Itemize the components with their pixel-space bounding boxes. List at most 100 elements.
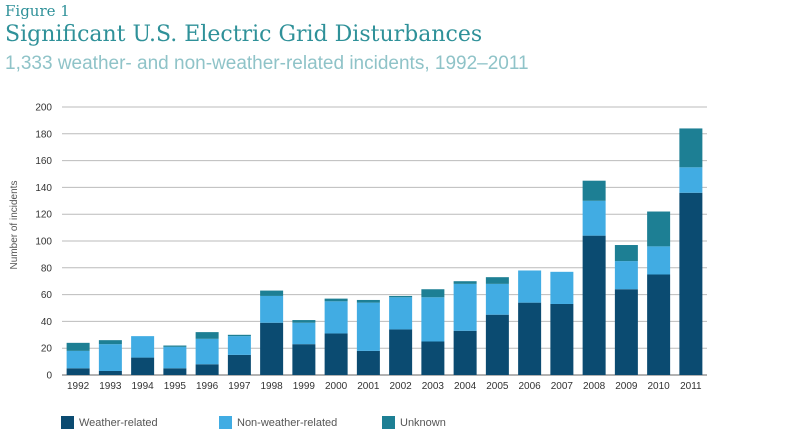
bar-segment — [260, 295, 284, 323]
bar-segment — [582, 180, 606, 201]
y-axis-label: Number of incidents — [9, 181, 20, 270]
bar-segment — [227, 336, 251, 355]
bar-segment — [518, 270, 542, 303]
legend-swatch — [382, 416, 395, 429]
x-tick-label: 2010 — [648, 381, 671, 392]
bar-segment — [389, 329, 413, 375]
bar-segment — [647, 246, 671, 275]
bar-segment — [66, 342, 90, 351]
y-tick-label: 100 — [35, 237, 52, 248]
bar-segment — [98, 370, 122, 375]
x-tick-label: 1994 — [132, 381, 155, 392]
bar-segment — [292, 322, 316, 345]
legend-label: Non-weather-related — [237, 417, 337, 429]
x-tick-label: 1996 — [196, 381, 219, 392]
chart-title: Significant U.S. Electric Grid Disturban… — [5, 22, 483, 47]
bar-segment — [453, 283, 477, 331]
legend-swatch — [61, 416, 74, 429]
bar-segment — [421, 289, 445, 298]
bar-segment — [98, 344, 122, 371]
bar-segment — [647, 274, 671, 375]
y-tick-label: 120 — [35, 210, 52, 221]
bar-segment — [679, 192, 703, 375]
gridlines — [62, 106, 707, 376]
bar-segment — [356, 299, 380, 303]
bar-segment — [518, 302, 542, 375]
legend: Weather-related Non-weather-related Unknow… — [61, 416, 446, 429]
x-tick-label: 1995 — [164, 381, 187, 392]
bar-segment — [163, 368, 187, 375]
bar-segment — [679, 167, 703, 193]
bar-segment — [324, 301, 348, 334]
bar-segment — [227, 354, 251, 375]
x-tick-label: 2001 — [357, 381, 380, 392]
bar-segment — [195, 332, 219, 339]
bars — [66, 128, 703, 375]
bar-segment — [131, 336, 155, 358]
x-tick-label: 2011 — [680, 381, 702, 392]
bar-segment — [66, 350, 90, 369]
bar-segment — [485, 277, 509, 284]
x-tick-label: 2006 — [519, 381, 542, 392]
bar-segment — [98, 340, 122, 345]
legend-swatch — [219, 416, 232, 429]
bar-segment — [195, 338, 219, 365]
y-tick-label: 200 — [35, 103, 52, 114]
bar-segment — [453, 330, 477, 375]
bar-segment — [421, 297, 445, 342]
bar-segment — [260, 290, 284, 296]
x-tick-label: 1999 — [293, 381, 316, 392]
bar-segment — [292, 344, 316, 375]
x-tick-label: 2009 — [615, 381, 638, 392]
bar-segment — [485, 314, 509, 375]
legend-label: Weather-related — [79, 417, 158, 429]
y-axis-ticks: 0 20 40 60 80 100 120 140 160 180 200 — [35, 103, 52, 382]
bar-segment — [324, 298, 348, 302]
bar-segment — [163, 345, 187, 347]
x-tick-label: 2004 — [454, 381, 477, 392]
chart-subtitle: 1,333 weather- and non-weather-related i… — [5, 53, 529, 74]
bar-segment — [614, 261, 638, 290]
bar-segment — [66, 368, 90, 375]
bar-segment — [227, 334, 251, 337]
bar-segment — [324, 333, 348, 375]
bar-segment — [679, 128, 703, 168]
y-tick-label: 0 — [46, 371, 52, 382]
bar-segment — [292, 320, 316, 323]
legend-label: Unknown — [400, 417, 446, 429]
y-tick-label: 20 — [41, 344, 53, 355]
bar-segment — [389, 295, 413, 298]
bar-segment — [421, 341, 445, 375]
x-axis-ticks: 1992 1993 1994 1995 1996 1997 1998 1999 2000 2001… — [67, 381, 702, 392]
x-tick-label: 2002 — [390, 381, 413, 392]
bar-segment — [260, 322, 284, 375]
x-tick-label: 1992 — [67, 381, 90, 392]
x-tick-label: 2003 — [422, 381, 445, 392]
bar-segment — [453, 281, 477, 284]
bar-segment — [389, 297, 413, 330]
bar-segment — [550, 303, 574, 375]
x-tick-label: 1997 — [228, 381, 251, 392]
bar-segment — [195, 364, 219, 375]
y-tick-label: 60 — [41, 290, 53, 301]
bar-segment — [647, 211, 671, 247]
bar-segment — [131, 357, 155, 375]
figure-label: Figure 1 — [5, 2, 70, 20]
x-tick-label: 1993 — [99, 381, 122, 392]
bar-segment — [550, 271, 574, 304]
y-tick-label: 180 — [35, 129, 52, 140]
y-tick-label: 140 — [35, 183, 52, 194]
bar-segment — [485, 283, 509, 315]
x-tick-label: 2007 — [551, 381, 574, 392]
y-tick-label: 80 — [41, 263, 53, 274]
bar-segment — [582, 235, 606, 375]
bar-segment — [614, 245, 638, 262]
y-tick-label: 40 — [41, 317, 53, 328]
x-tick-label: 2005 — [486, 381, 509, 392]
x-tick-label: 2008 — [583, 381, 606, 392]
x-tick-label: 2000 — [325, 381, 348, 392]
y-tick-label: 160 — [35, 156, 52, 167]
bar-segment — [582, 200, 606, 236]
bar-segment — [163, 346, 187, 369]
